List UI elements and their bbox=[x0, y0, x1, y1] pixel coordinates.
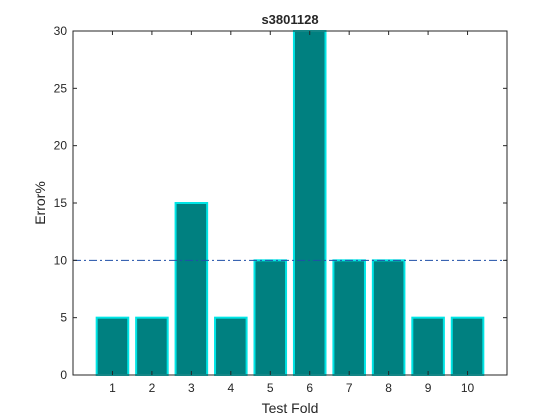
x-tick-label: 6 bbox=[306, 381, 313, 395]
x-axis-label: Test Fold bbox=[262, 400, 319, 416]
bar-3 bbox=[174, 202, 209, 376]
bar-10 bbox=[450, 316, 485, 376]
x-ticks-group: 1 2 3 4 5 6 7 8 9 10 bbox=[109, 31, 475, 395]
y-tick-label: 5 bbox=[60, 311, 67, 325]
y-tick-label: 0 bbox=[60, 368, 67, 382]
x-tick-label: 10 bbox=[461, 381, 475, 395]
bar-8 bbox=[371, 259, 406, 377]
x-tick-label: 1 bbox=[109, 381, 116, 395]
bar-5 bbox=[253, 259, 288, 377]
bar-9 bbox=[411, 316, 445, 376]
x-tick-label: 4 bbox=[227, 381, 234, 395]
bar-7 bbox=[332, 259, 366, 377]
bars-group bbox=[95, 30, 485, 377]
x-tick-label: 3 bbox=[188, 381, 195, 395]
bar-4 bbox=[214, 316, 248, 376]
x-tick-label: 9 bbox=[425, 381, 432, 395]
y-tick-label: 25 bbox=[54, 81, 68, 95]
x-tick-label: 8 bbox=[385, 381, 392, 395]
y-tick-label: 30 bbox=[54, 24, 68, 38]
x-tick-label: 2 bbox=[149, 381, 156, 395]
y-tick-label: 10 bbox=[54, 253, 68, 267]
y-axis-label: Error% bbox=[32, 181, 48, 225]
y-tick-label: 15 bbox=[54, 196, 68, 210]
x-tick-label: 5 bbox=[267, 381, 274, 395]
bar-1 bbox=[95, 316, 130, 376]
bar-2 bbox=[135, 316, 169, 376]
y-tick-label: 20 bbox=[54, 139, 68, 153]
y-ticks-group: 0 5 10 15 20 25 30 bbox=[54, 24, 507, 382]
bar-6 bbox=[292, 30, 327, 376]
x-tick-label: 7 bbox=[346, 381, 353, 395]
chart-title: s3801128 bbox=[261, 12, 318, 27]
